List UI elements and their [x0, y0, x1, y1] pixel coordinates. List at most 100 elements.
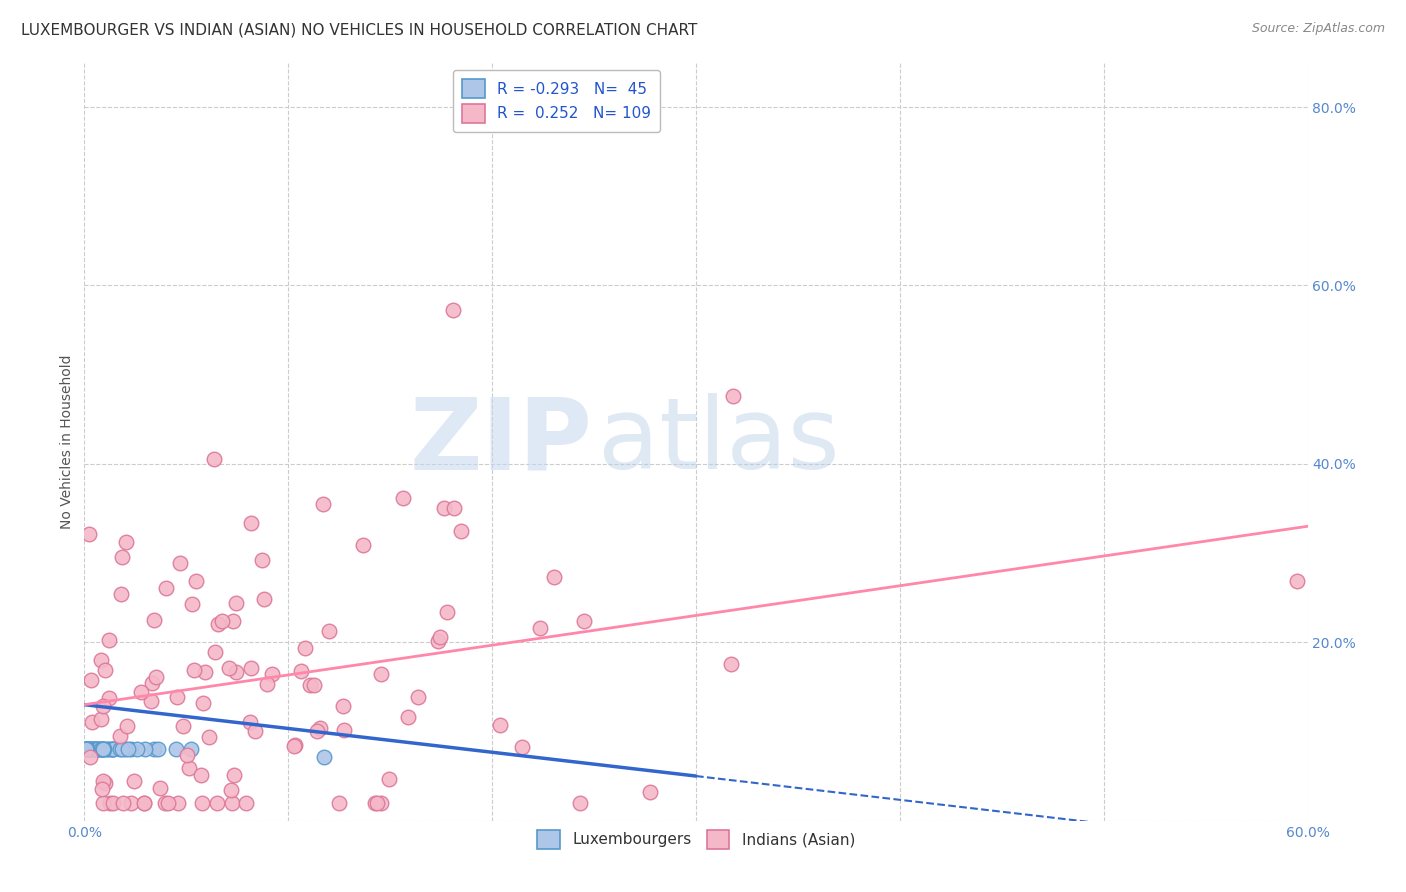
Point [101, 742, 124, 756]
Point [1286, 574, 1309, 588]
Point [572, 614, 595, 628]
Point [117, 742, 139, 756]
Point [179, 761, 201, 775]
Point [197, 730, 219, 744]
Point [180, 742, 202, 756]
Point [76, 742, 98, 756]
Point [91, 782, 114, 797]
Point [87, 742, 110, 756]
Point [299, 677, 322, 691]
Point [225, 665, 247, 679]
Point [239, 714, 262, 729]
Point [97, 742, 120, 756]
Point [79, 750, 101, 764]
Point [284, 738, 307, 752]
Point [328, 796, 350, 810]
Point [122, 774, 145, 789]
Point [108, 742, 131, 756]
Point [262, 667, 284, 681]
Point [132, 796, 155, 810]
Point [235, 796, 257, 810]
Point [149, 781, 172, 796]
Point [80, 742, 103, 756]
Point [363, 796, 385, 810]
Point [290, 664, 312, 678]
Point [433, 501, 456, 516]
Point [312, 750, 335, 764]
Point [184, 574, 207, 588]
Point [94, 775, 117, 789]
Point [132, 796, 155, 810]
Point [165, 742, 187, 756]
Point [441, 302, 464, 317]
Point [529, 621, 551, 635]
Point [101, 742, 124, 756]
Point [125, 742, 148, 756]
Point [191, 696, 214, 710]
Point [304, 678, 326, 692]
Point [96, 742, 118, 756]
Point [114, 742, 136, 756]
Point [156, 796, 179, 810]
Point [392, 491, 415, 505]
Point [172, 719, 194, 733]
Point [396, 710, 419, 724]
Legend: Luxembourgers, Indians (Asian): Luxembourgers, Indians (Asian) [531, 824, 860, 855]
Point [190, 796, 212, 810]
Point [318, 624, 340, 639]
Point [305, 723, 328, 738]
Point [101, 742, 124, 756]
Point [84, 742, 107, 756]
Point [110, 729, 132, 743]
Point [103, 796, 125, 810]
Point [93, 663, 115, 677]
Point [97, 632, 120, 647]
Point [80, 714, 103, 729]
Point [370, 667, 392, 681]
Point [169, 557, 191, 571]
Point [115, 534, 138, 549]
Point [112, 796, 135, 810]
Point [219, 782, 242, 797]
Point [111, 742, 134, 756]
Point [75, 742, 97, 756]
Point [720, 657, 742, 671]
Point [224, 768, 246, 782]
Text: atlas: atlas [598, 393, 839, 490]
Point [204, 645, 226, 659]
Point [211, 614, 233, 628]
Point [308, 721, 330, 735]
Y-axis label: No Vehicles in Household: No Vehicles in Household [60, 354, 75, 529]
Point [97, 691, 120, 706]
Point [155, 581, 177, 595]
Point [166, 690, 188, 704]
Point [91, 742, 114, 756]
Point [406, 690, 429, 704]
Point [86, 742, 108, 756]
Point [82, 742, 104, 756]
Point [90, 742, 112, 756]
Point [332, 698, 354, 713]
Point [141, 676, 163, 690]
Point [79, 742, 101, 756]
Point [91, 796, 114, 810]
Text: Source: ZipAtlas.com: Source: ZipAtlas.com [1251, 22, 1385, 36]
Point [75, 742, 97, 756]
Point [139, 693, 162, 707]
Point [90, 742, 112, 756]
Point [75, 742, 97, 756]
Point [429, 630, 451, 644]
Point [117, 719, 139, 733]
Point [252, 553, 274, 567]
Point [111, 550, 134, 565]
Point [450, 524, 472, 539]
Point [723, 389, 745, 403]
Point [253, 592, 276, 607]
Point [153, 796, 176, 810]
Point [80, 742, 103, 756]
Point [366, 796, 388, 810]
Point [510, 739, 533, 754]
Point [134, 742, 156, 756]
Point [143, 613, 166, 627]
Point [84, 742, 107, 756]
